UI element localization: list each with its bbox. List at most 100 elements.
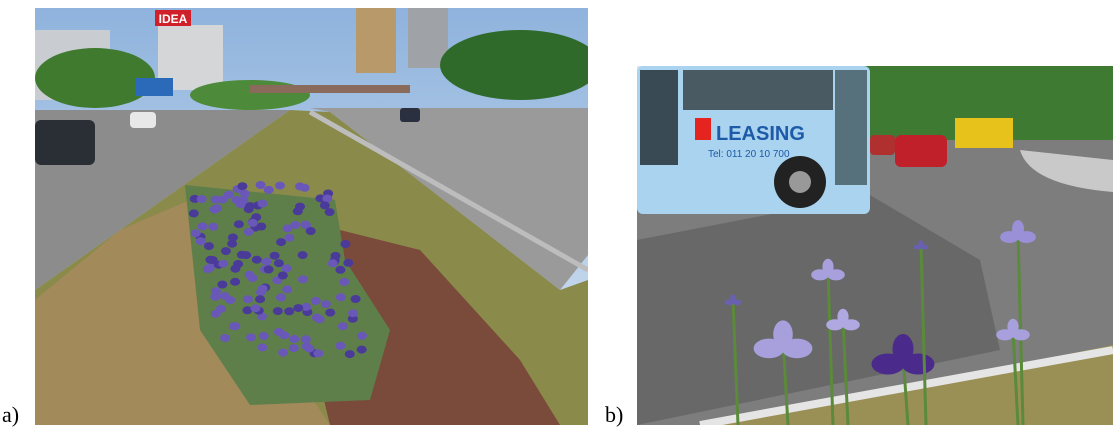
iris-bloom (211, 287, 222, 296)
bus-window (683, 70, 833, 110)
iris-bloom (301, 342, 312, 351)
iris-bloom (258, 332, 269, 340)
iris-bloom (344, 350, 355, 359)
iris-bloom (343, 258, 354, 267)
iris-bloom (348, 309, 359, 318)
iris-bloom (246, 333, 256, 342)
bus-door (835, 70, 867, 185)
iris-bloom (190, 229, 201, 238)
iris-stem (841, 319, 850, 425)
iris-bloom (243, 205, 254, 214)
iris-bloom (277, 271, 288, 280)
iris-bloom (233, 220, 244, 229)
iris-bloom (276, 293, 286, 302)
iris-flowers (724, 220, 1036, 425)
iris-bloom (242, 306, 253, 315)
iris-bloom (208, 222, 219, 231)
iris-bloom (311, 313, 322, 322)
iris-bloom (289, 335, 300, 343)
iris-bloom (293, 304, 304, 313)
sidewalk (1020, 150, 1113, 192)
guardrail (308, 109, 588, 273)
iris-bloom (204, 264, 215, 272)
iris-bloom (325, 308, 336, 317)
sign-board (155, 10, 191, 26)
sign-text: IDEA (159, 12, 188, 26)
iris-bloom (335, 293, 346, 302)
car (400, 108, 420, 122)
iris-bloom (242, 295, 253, 304)
iris-bloom (272, 307, 283, 316)
iris-bloom (189, 194, 200, 203)
iris-bloom (337, 322, 348, 331)
iris-bloom (247, 218, 258, 227)
car (130, 112, 156, 128)
iris-bloom (340, 240, 351, 248)
iris-bloom (227, 239, 238, 248)
tower (408, 8, 448, 68)
hub (789, 171, 811, 193)
iris-bloom (196, 195, 207, 204)
iris-patch (185, 181, 390, 405)
iris-bloom (243, 227, 254, 236)
iris-bloom (197, 222, 208, 231)
iris-stem (731, 299, 740, 425)
iris-bloom (299, 183, 310, 192)
iris-bloom (339, 277, 350, 286)
iris-bloom (322, 194, 333, 203)
iris-stem (1016, 231, 1025, 425)
trees (35, 48, 155, 108)
iris-bloom (350, 295, 361, 303)
iris-bloom (210, 309, 221, 318)
iris-bloom (335, 265, 346, 274)
iris-bloom (233, 260, 244, 268)
iris-bloom (315, 194, 326, 203)
iris-bloom (327, 259, 338, 268)
iris-bloom (217, 195, 228, 204)
iris-bloom (300, 220, 311, 229)
iris-bloom (335, 341, 346, 350)
iris-bloom (220, 334, 231, 342)
iris-stem (781, 339, 790, 425)
iris-bloom (305, 227, 316, 235)
photo-b: LEASING Tel: 011 20 10 700 (637, 66, 1113, 425)
iris-petal (918, 240, 924, 248)
bus-sign: LEASING (716, 123, 805, 145)
iris-bloom (330, 251, 341, 260)
photo-a: IDEA (35, 8, 588, 425)
bus-phone: Tel: 011 20 10 700 (708, 149, 790, 160)
iris-bloom (301, 302, 312, 311)
iris-bloom (257, 199, 268, 208)
iris-bloom (218, 259, 229, 268)
iris-bloom (251, 255, 262, 264)
iris-stem (826, 269, 835, 425)
iris-petal (822, 258, 834, 275)
iris-bloom (261, 257, 272, 266)
iris-bloom (210, 195, 221, 204)
panel-label: b) (605, 402, 623, 427)
iris-bloom (225, 296, 236, 305)
iris-bloom (295, 202, 305, 211)
iris-bloom (195, 237, 206, 246)
iris-bloom (217, 280, 228, 289)
bus-yellow (955, 118, 1013, 148)
tower (356, 8, 396, 73)
iris-stem (919, 244, 928, 425)
iris-bloom (313, 349, 324, 358)
iris-bloom (275, 181, 285, 190)
iris-petal (730, 294, 736, 303)
iris-petal (1012, 220, 1024, 238)
iris-bloom (227, 233, 238, 242)
iris-bloom (241, 251, 252, 260)
iris-bloom (288, 344, 299, 353)
panel-label: a) (2, 402, 19, 427)
iris-bloom (320, 300, 331, 309)
iris-bloom (276, 238, 287, 247)
iris-bloom (284, 233, 295, 242)
iris-stem (1011, 329, 1020, 425)
iris-bloom (209, 205, 220, 214)
iris-bloom (281, 264, 292, 273)
iris-bloom (263, 185, 274, 194)
iris-bloom (235, 200, 246, 209)
